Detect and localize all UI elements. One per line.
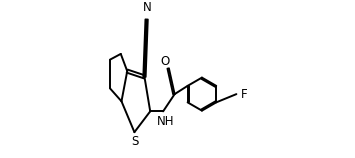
Text: S: S (131, 135, 139, 148)
Text: F: F (240, 88, 247, 101)
Text: NH: NH (157, 115, 174, 128)
Text: N: N (143, 1, 152, 14)
Text: O: O (161, 55, 170, 68)
